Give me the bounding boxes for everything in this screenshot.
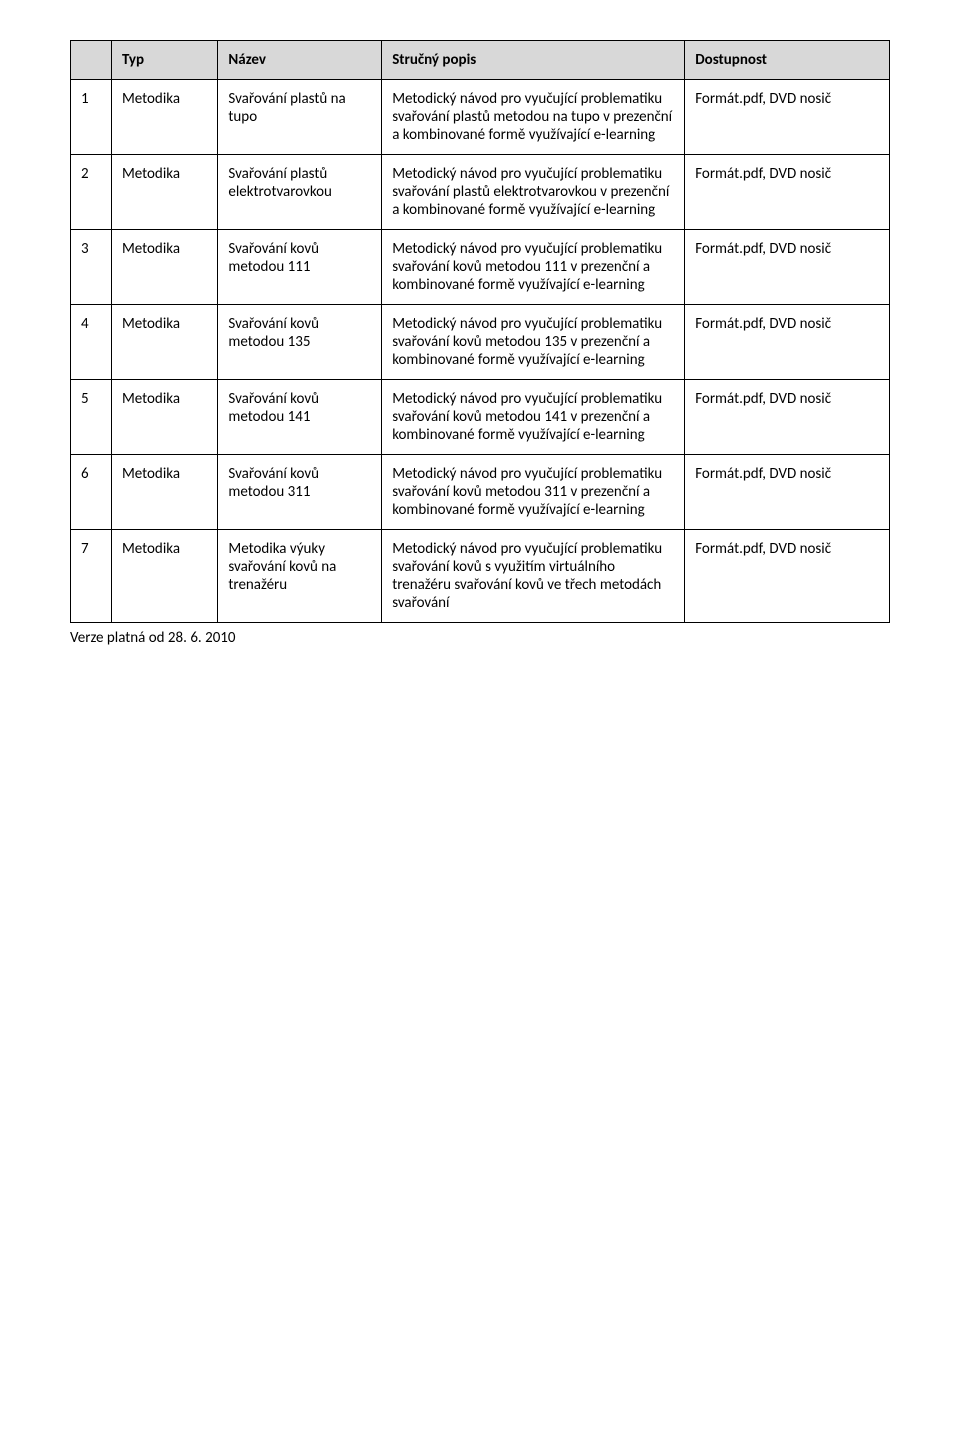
cell-num: 6: [71, 455, 112, 530]
cell-nazev: Svařování kovů metodou 311: [218, 455, 382, 530]
cell-nazev: Metodika výuky svařování kovů na trenažé…: [218, 530, 382, 623]
table-row: 5 Metodika Svařování kovů metodou 141 Me…: [71, 380, 890, 455]
table-row: 4 Metodika Svařování kovů metodou 135 Me…: [71, 305, 890, 380]
cell-popis: Metodický návod pro vyučující problemati…: [382, 155, 685, 230]
table-row: 2 Metodika Svařování plastů elektrotvaro…: [71, 155, 890, 230]
cell-typ: Metodika: [111, 155, 217, 230]
cell-typ: Metodika: [111, 80, 217, 155]
cell-nazev: Svařování plastů na tupo: [218, 80, 382, 155]
table-row: 7 Metodika Metodika výuky svařování kovů…: [71, 530, 890, 623]
cell-num: 2: [71, 155, 112, 230]
cell-typ: Metodika: [111, 305, 217, 380]
cell-popis: Metodický návod pro vyučující problemati…: [382, 80, 685, 155]
cell-dostupnost: Formát.pdf, DVD nosič: [685, 530, 890, 623]
cell-popis: Metodický návod pro vyučující problemati…: [382, 230, 685, 305]
cell-num: 3: [71, 230, 112, 305]
table-row: 1 Metodika Svařování plastů na tupo Meto…: [71, 80, 890, 155]
col-header-typ: Typ: [111, 41, 217, 80]
cell-nazev: Svařování kovů metodou 111: [218, 230, 382, 305]
cell-dostupnost: Formát.pdf, DVD nosič: [685, 380, 890, 455]
cell-dostupnost: Formát.pdf, DVD nosič: [685, 305, 890, 380]
col-header-popis: Stručný popis: [382, 41, 685, 80]
cell-dostupnost: Formát.pdf, DVD nosič: [685, 455, 890, 530]
col-header-num: [71, 41, 112, 80]
cell-popis: Metodický návod pro vyučující problemati…: [382, 380, 685, 455]
version-footer: Verze platná od 28. 6. 2010: [70, 629, 890, 647]
cell-typ: Metodika: [111, 530, 217, 623]
cell-nazev: Svařování plastů elektrotvarovkou: [218, 155, 382, 230]
col-header-nazev: Název: [218, 41, 382, 80]
table-body: 1 Metodika Svařování plastů na tupo Meto…: [71, 80, 890, 623]
cell-num: 7: [71, 530, 112, 623]
cell-num: 4: [71, 305, 112, 380]
cell-typ: Metodika: [111, 230, 217, 305]
cell-num: 5: [71, 380, 112, 455]
col-header-dostupnost: Dostupnost: [685, 41, 890, 80]
table-row: 3 Metodika Svařování kovů metodou 111 Me…: [71, 230, 890, 305]
cell-nazev: Svařování kovů metodou 141: [218, 380, 382, 455]
cell-num: 1: [71, 80, 112, 155]
table-header: Typ Název Stručný popis Dostupnost: [71, 41, 890, 80]
cell-dostupnost: Formát.pdf, DVD nosič: [685, 155, 890, 230]
cell-popis: Metodický návod pro vyučující problemati…: [382, 455, 685, 530]
cell-typ: Metodika: [111, 455, 217, 530]
data-table: Typ Název Stručný popis Dostupnost 1 Met…: [70, 40, 890, 623]
cell-nazev: Svařování kovů metodou 135: [218, 305, 382, 380]
cell-popis: Metodický návod pro vyučující problemati…: [382, 305, 685, 380]
cell-typ: Metodika: [111, 380, 217, 455]
table-row: 6 Metodika Svařování kovů metodou 311 Me…: [71, 455, 890, 530]
cell-popis: Metodický návod pro vyučující problemati…: [382, 530, 685, 623]
cell-dostupnost: Formát.pdf, DVD nosič: [685, 80, 890, 155]
cell-dostupnost: Formát.pdf, DVD nosič: [685, 230, 890, 305]
